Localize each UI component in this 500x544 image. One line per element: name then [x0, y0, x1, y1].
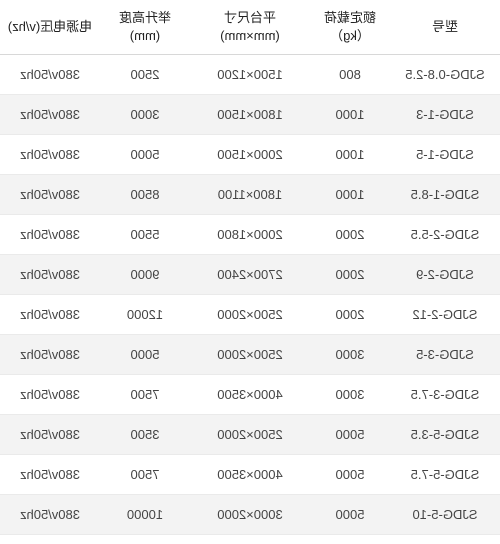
cell-height: 9000	[100, 254, 190, 294]
cell-load: 3000	[310, 374, 390, 414]
cell-load: 5000	[310, 414, 390, 454]
cell-height: 3500	[100, 414, 190, 454]
cell-height: 3000	[100, 94, 190, 134]
cell-size: 2700×2400	[190, 254, 310, 294]
cell-model: SJDG-1-8.5	[390, 174, 500, 214]
cell-size: 4000×3500	[190, 374, 310, 414]
header-load: 额定载荷（kg）	[310, 0, 390, 54]
cell-power: 380v/50hz	[0, 134, 100, 174]
spec-table-container: 型号 额定载荷（kg） 平台尺寸(mm×mm) 举升高度(mm) 电源电压(v/…	[0, 0, 500, 544]
cell-model: SJDG-5-7.5	[390, 454, 500, 494]
cell-model: SJDG-2-12	[390, 294, 500, 334]
table-header: 型号 额定载荷（kg） 平台尺寸(mm×mm) 举升高度(mm) 电源电压(v/…	[0, 0, 500, 54]
cell-size: 3000×2000	[190, 494, 310, 534]
cell-power: 380v/50hz	[0, 54, 100, 94]
cell-load: 1000	[310, 134, 390, 174]
cell-model: SJDG-3-5	[390, 334, 500, 374]
cell-model: SJDG-5-10	[390, 494, 500, 534]
cell-power: 380v/50hz	[0, 214, 100, 254]
table-row: SJDG-2-1220002500×200012000380v/50hz	[0, 294, 500, 334]
table-row: SJDG-2-920002700×24009000380v/50hz	[0, 254, 500, 294]
header-power: 电源电压(v/hz)	[0, 0, 100, 54]
cell-size: 1800×1500	[190, 94, 310, 134]
cell-power: 380v/50hz	[0, 174, 100, 214]
cell-size: 2500×2000	[190, 334, 310, 374]
cell-load: 2000	[310, 214, 390, 254]
table-row: SJDG-0.8-2.58001500×12002500380v/50hz	[0, 54, 500, 94]
cell-size: 2500×2000	[190, 294, 310, 334]
cell-model: SJDG-0.8-2.5	[390, 54, 500, 94]
header-model: 型号	[390, 0, 500, 54]
table-row: SJDG-2-5.520002000×18005500380v/50hz	[0, 214, 500, 254]
cell-load: 2000	[310, 294, 390, 334]
cell-height: 5500	[100, 214, 190, 254]
cell-load: 1000	[310, 94, 390, 134]
table-row: SJDG-1-510002000×15005000380v/50hz	[0, 134, 500, 174]
cell-height: 7500	[100, 454, 190, 494]
cell-model: SJDG-3-7.5	[390, 374, 500, 414]
cell-load: 3000	[310, 334, 390, 374]
cell-height: 2500	[100, 54, 190, 94]
cell-power: 380v/50hz	[0, 494, 100, 534]
cell-power: 380v/50hz	[0, 94, 100, 134]
cell-load: 800	[310, 54, 390, 94]
table-row: SJDG-5-7.550004000×35007500380v/50hz	[0, 454, 500, 494]
table-row: SJDG-1-310001800×15003000380v/50hz	[0, 94, 500, 134]
cell-height: 8500	[100, 174, 190, 214]
cell-power: 380v/50hz	[0, 294, 100, 334]
table-body: SJDG-0.8-2.58001500×12002500380v/50hzSJD…	[0, 54, 500, 534]
spec-table: 型号 额定载荷（kg） 平台尺寸(mm×mm) 举升高度(mm) 电源电压(v/…	[0, 0, 500, 535]
cell-model: SJDG-2-9	[390, 254, 500, 294]
cell-load: 2000	[310, 254, 390, 294]
table-row: SJDG-5-3.550002500×20003500380v/50hz	[0, 414, 500, 454]
cell-height: 5000	[100, 334, 190, 374]
table-row: SJDG-3-7.530004000×35007500380v/50hz	[0, 374, 500, 414]
cell-size: 4000×3500	[190, 454, 310, 494]
header-size: 平台尺寸(mm×mm)	[190, 0, 310, 54]
cell-power: 380v/50hz	[0, 454, 100, 494]
cell-model: SJDG-5-3.5	[390, 414, 500, 454]
cell-size: 1500×1200	[190, 54, 310, 94]
table-row: SJDG-3-530002500×20005000380v/50hz	[0, 334, 500, 374]
header-height: 举升高度(mm)	[100, 0, 190, 54]
cell-load: 5000	[310, 454, 390, 494]
cell-height: 7500	[100, 374, 190, 414]
header-row: 型号 额定载荷（kg） 平台尺寸(mm×mm) 举升高度(mm) 电源电压(v/…	[0, 0, 500, 54]
cell-size: 1800×1100	[190, 174, 310, 214]
cell-load: 5000	[310, 494, 390, 534]
cell-model: SJDG-2-5.5	[390, 214, 500, 254]
cell-size: 2500×2000	[190, 414, 310, 454]
cell-load: 1000	[310, 174, 390, 214]
cell-power: 380v/50hz	[0, 334, 100, 374]
cell-size: 2000×1500	[190, 134, 310, 174]
cell-height: 5000	[100, 134, 190, 174]
cell-model: SJDG-1-5	[390, 134, 500, 174]
cell-height: 12000	[100, 294, 190, 334]
cell-height: 10000	[100, 494, 190, 534]
cell-size: 2000×1800	[190, 214, 310, 254]
cell-model: SJDG-1-3	[390, 94, 500, 134]
cell-power: 380v/50hz	[0, 414, 100, 454]
table-row: SJDG-1-8.510001800×11008500380v/50hz	[0, 174, 500, 214]
cell-power: 380v/50hz	[0, 254, 100, 294]
table-row: SJDG-5-1050003000×200010000380v/50hz	[0, 494, 500, 534]
cell-power: 380v/50hz	[0, 374, 100, 414]
